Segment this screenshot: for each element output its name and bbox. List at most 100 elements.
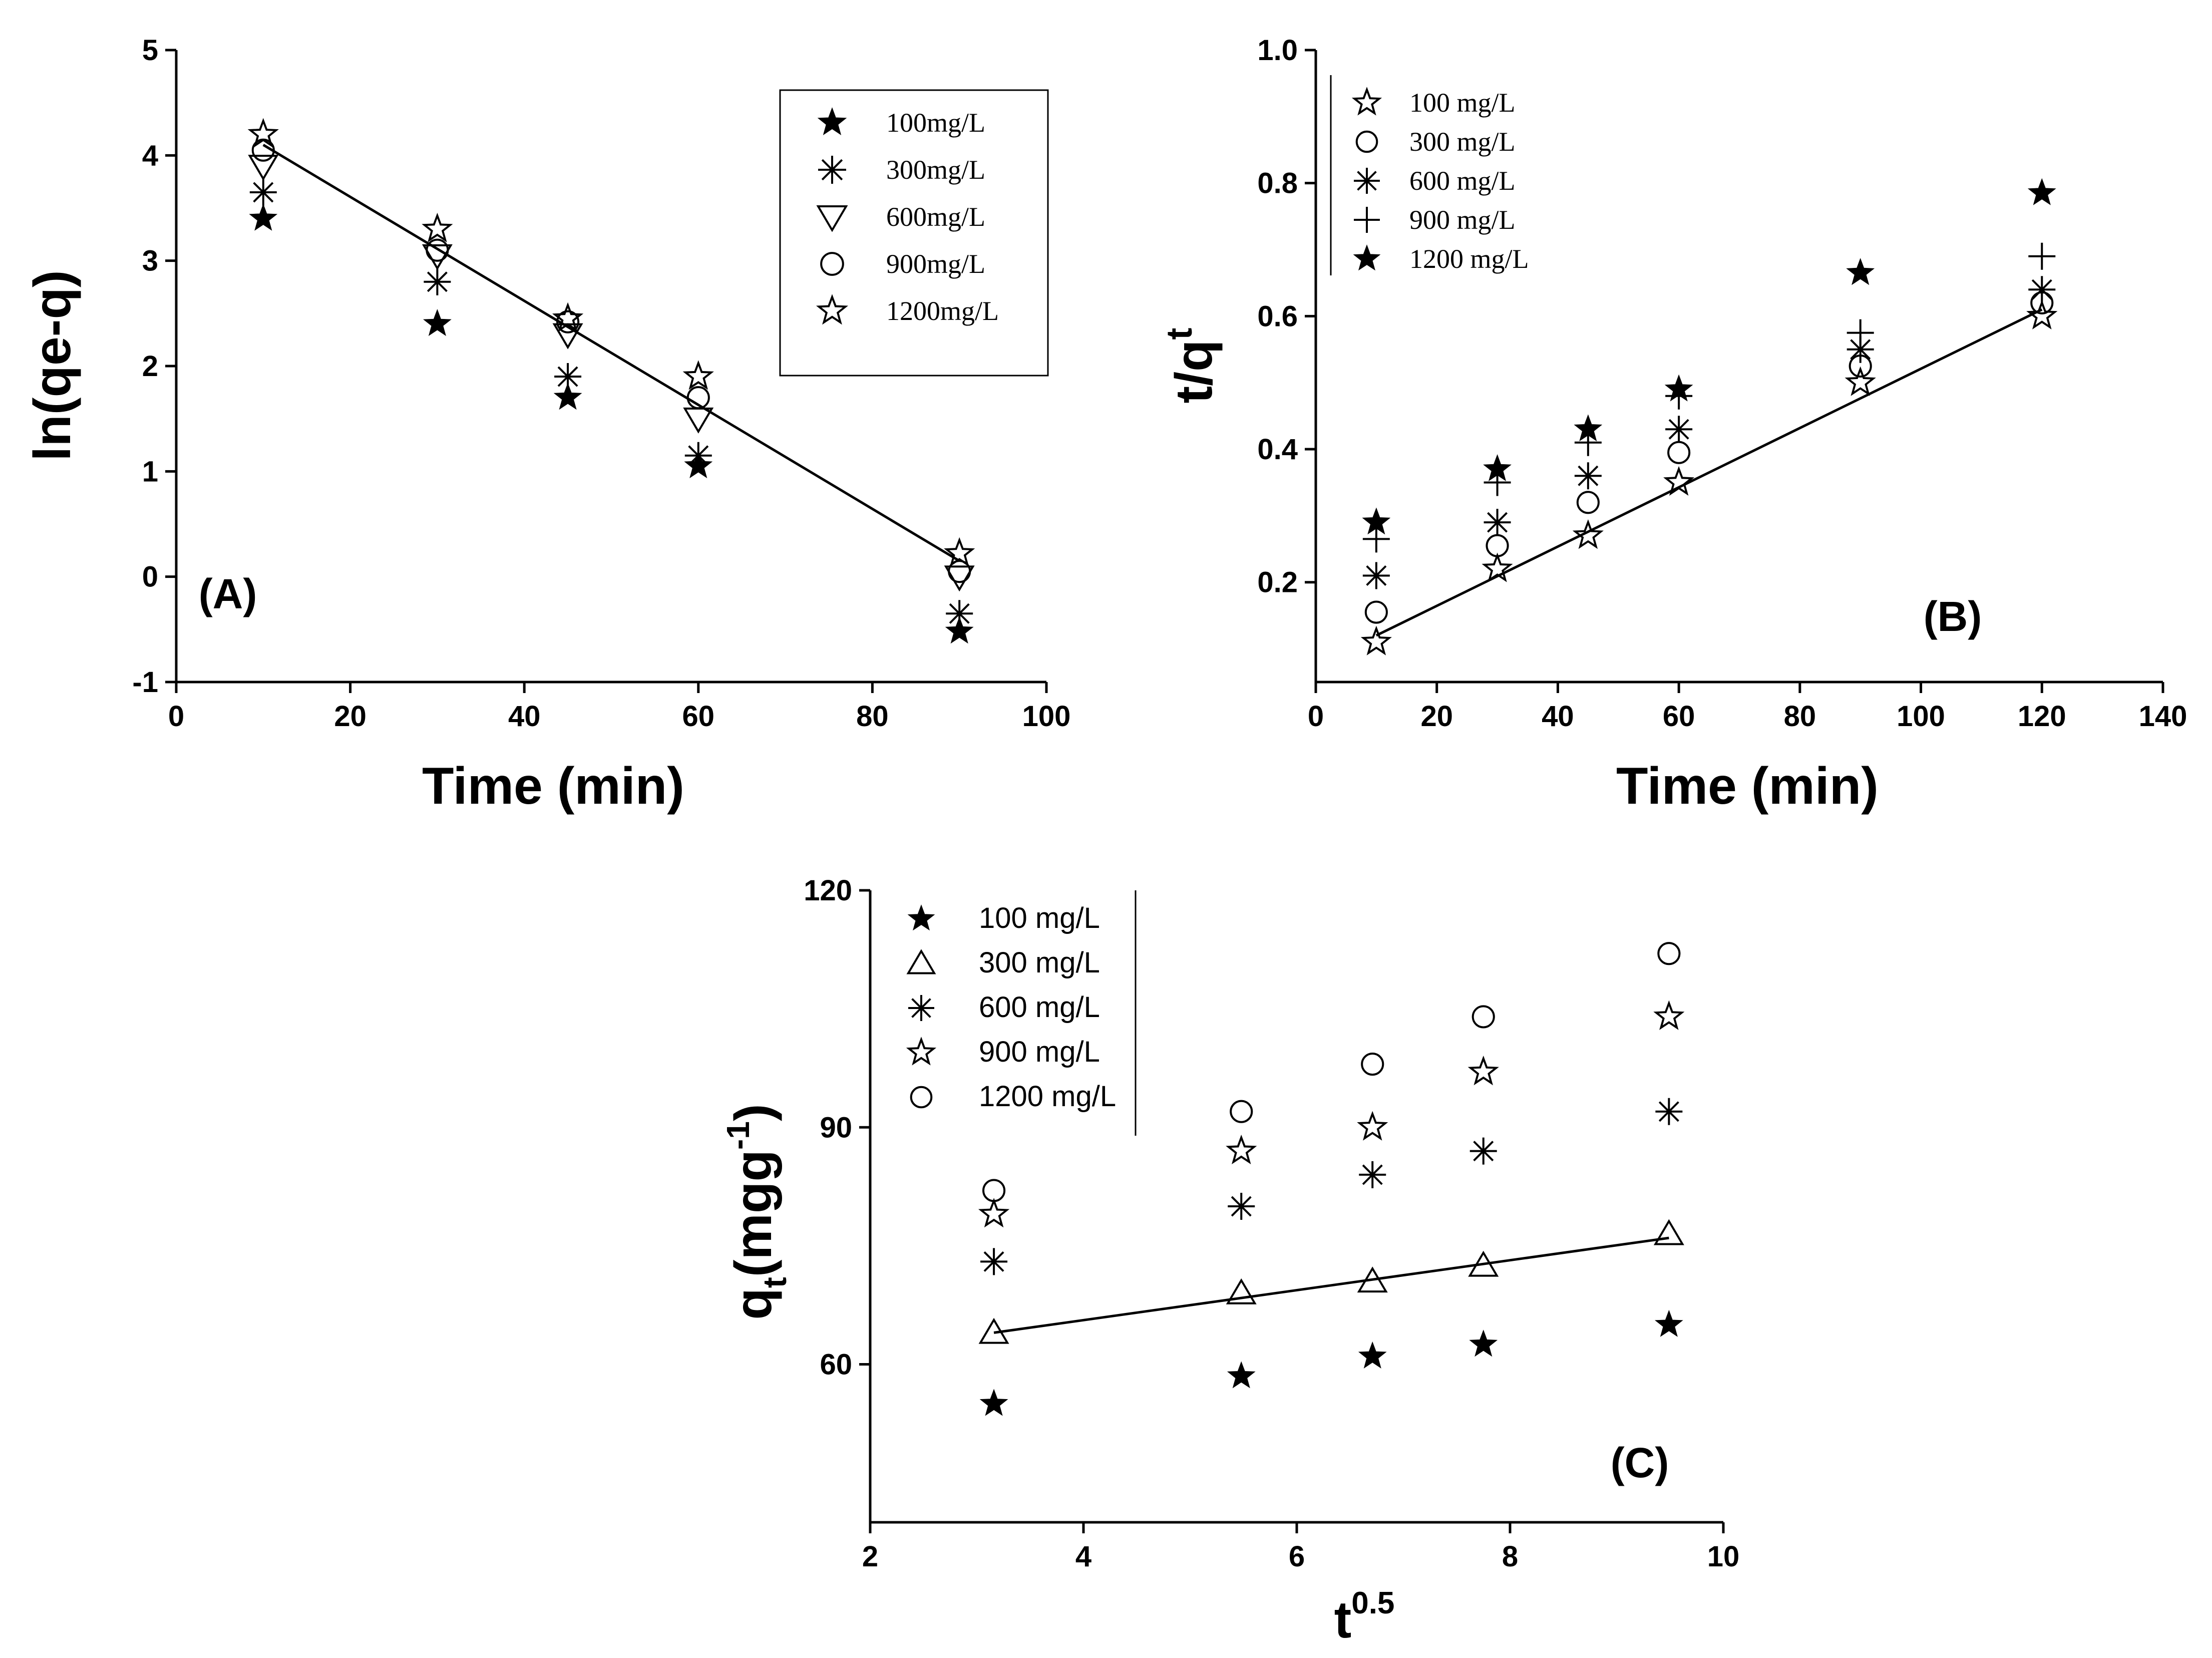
data-point-c-s3 (1226, 1134, 1257, 1165)
panel-a: 0 20 40 60 80 100 -1 0 1 2 3 4 5 100mg/L 300mg/L 600mg/… (24, 34, 1070, 815)
legend-marker-c (910, 1086, 933, 1109)
legend-marker-b (1353, 244, 1381, 271)
data-point-c-s4 (1471, 1005, 1495, 1029)
y-tick-label-a: 4 (142, 139, 158, 172)
data-point-b-s0 (1482, 552, 1513, 582)
data-point-a-s2 (248, 155, 279, 181)
y-axis-label-sup: t (1160, 327, 1200, 340)
data-point-a-s2 (683, 407, 714, 434)
data-point-b-s1 (1576, 491, 1600, 514)
legend-label-c: 600 mg/L (979, 991, 1100, 1024)
y-axis-label-sub: t (756, 1277, 793, 1288)
y-tick-label-a: 0 (142, 561, 158, 593)
y-tick-label-c: 60 (820, 1349, 852, 1381)
data-point-b-s2 (1574, 462, 1602, 490)
y-axis-label-b: t/qt (1160, 327, 1223, 403)
x-tick-label-a: 40 (508, 700, 541, 733)
y-axis-label-units-close: ) (724, 1104, 783, 1121)
legend-marker-a (816, 205, 848, 232)
data-point-a-s1 (946, 600, 973, 627)
data-point-b-s2 (2028, 276, 2056, 303)
legend-marker-c (906, 1037, 937, 1066)
y-tick-label-a: 5 (142, 34, 158, 67)
data-point-b-s4 (1664, 374, 1693, 402)
data-point-a-s0 (553, 383, 582, 410)
data-point-b-s3 (1362, 525, 1390, 553)
y-tick-label-b: 1.0 (1257, 34, 1298, 67)
legend-label-c: 300 mg/L (979, 946, 1100, 979)
legend-label-a: 900mg/L (886, 249, 985, 279)
legend-label-a: 1200mg/L (886, 296, 999, 326)
data-point-c-s2 (1469, 1137, 1497, 1165)
data-point-b-s1 (1364, 600, 1388, 624)
x-tick-label-b: 60 (1663, 700, 1695, 733)
data-point-b-s2 (1362, 562, 1390, 589)
legend-marker-b (1354, 207, 1380, 233)
data-point-b-s0 (1663, 466, 1695, 496)
legend-marker-a (816, 294, 849, 325)
y-tick-label-b: 0.8 (1257, 167, 1298, 200)
legend-marker-b (1355, 130, 1378, 153)
panel-label-a: (A) (199, 570, 257, 617)
legend-label-c: 1200 mg/L (979, 1080, 1116, 1113)
x-tick-label-c: 10 (1707, 1540, 1740, 1573)
data-point-c-s3 (1357, 1111, 1388, 1141)
y-tick-label-a: 1 (142, 455, 158, 488)
data-point-c-s0 (1227, 1361, 1256, 1389)
data-point-b-s4 (1362, 507, 1391, 535)
data-point-a-s0 (423, 309, 452, 337)
data-point-a-s2 (944, 565, 975, 592)
x-tick-label-a: 80 (856, 700, 889, 733)
x-axis-label-sup: 0.5 (1351, 1586, 1394, 1620)
x-axis-label-a: Time (min) (422, 757, 684, 815)
data-point-a-s4 (682, 360, 714, 390)
legend-marker-c (908, 995, 934, 1021)
data-point-a-s2 (422, 244, 453, 270)
x-tick-label-c: 4 (1075, 1540, 1091, 1573)
data-point-c-s4 (1657, 942, 1681, 965)
data-point-c-s3 (1467, 1056, 1499, 1086)
legend-label-b: 300 mg/L (1409, 127, 1516, 157)
data-point-c-s3 (1653, 1000, 1685, 1030)
data-point-b-s0 (2026, 299, 2058, 329)
data-point-b-s2 (1847, 336, 1874, 363)
data-point-b-s0 (1845, 366, 1876, 396)
data-point-b-s0 (1360, 625, 1392, 655)
x-tick-label-b: 140 (2139, 700, 2187, 733)
data-point-c-s1 (1653, 1219, 1684, 1245)
x-tick-label-b: 20 (1420, 700, 1453, 733)
x-tick-label-b: 80 (1784, 700, 1816, 733)
data-point-a-s0 (945, 616, 974, 644)
data-point-c-s2 (1228, 1193, 1255, 1220)
x-tick-label-c: 6 (1289, 1540, 1305, 1573)
legend-marker-b (1354, 168, 1380, 194)
x-tick-label-c: 8 (1502, 1540, 1518, 1573)
x-tick-label-a: 20 (334, 700, 366, 733)
data-point-a-s4 (422, 212, 453, 243)
data-point-a-s1 (249, 178, 277, 206)
y-tick-label-a: -1 (132, 666, 158, 699)
legend-label-c: 900 mg/L (979, 1036, 1100, 1068)
x-axis-label-text: t (1334, 1591, 1352, 1649)
legend-label-a: 100mg/L (886, 108, 985, 138)
legend-marker-c (907, 904, 935, 931)
panel-c: 2 4 6 8 10 60 90 120 100 mg/L 300 mg/L 600 mg/L 900… (720, 874, 1739, 1649)
x-tick-label-c: 2 (862, 1540, 878, 1573)
data-point-a-s3 (556, 310, 580, 334)
data-point-a-s0 (249, 203, 278, 231)
x-axis-label-text: Time (min) (422, 757, 684, 815)
y-tick-label-c: 120 (804, 874, 852, 907)
data-point-a-s4 (552, 302, 584, 332)
legend-marker-a (820, 252, 844, 276)
legend-marker-b (1351, 87, 1382, 116)
y-tick-label-a: 2 (142, 350, 158, 383)
data-point-c-s0 (1654, 1309, 1683, 1337)
data-point-c-s1 (1226, 1278, 1257, 1304)
data-point-b-s4 (2027, 178, 2056, 205)
data-point-b-s2 (1484, 509, 1511, 536)
data-point-c-s2 (1359, 1161, 1386, 1188)
x-tick-label-b: 100 (1897, 700, 1945, 733)
data-point-b-s3 (2028, 242, 2056, 270)
y-tick-label-b: 0.4 (1257, 433, 1298, 466)
